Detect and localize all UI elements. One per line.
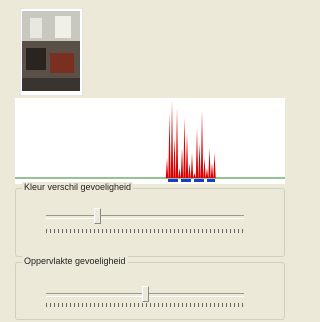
motion-graph [15,98,285,184]
group-label: Oppervlakte gevoeligheid [22,256,128,266]
slider-thumb[interactable] [142,286,149,302]
area-sensitivity-group: Oppervlakte gevoeligheid [15,262,285,320]
group-label: Kleur verschil gevoeligheid [22,182,133,192]
app-window: Kleur verschil gevoeligheid Oppervlakte … [0,0,289,322]
slider-track[interactable] [46,215,244,219]
slider-thumb[interactable] [94,208,101,224]
camera-thumbnail [20,8,83,96]
slider-ticks [46,229,244,233]
color-sensitivity-group: Kleur verschil gevoeligheid [15,188,285,257]
slider-ticks [46,303,244,307]
